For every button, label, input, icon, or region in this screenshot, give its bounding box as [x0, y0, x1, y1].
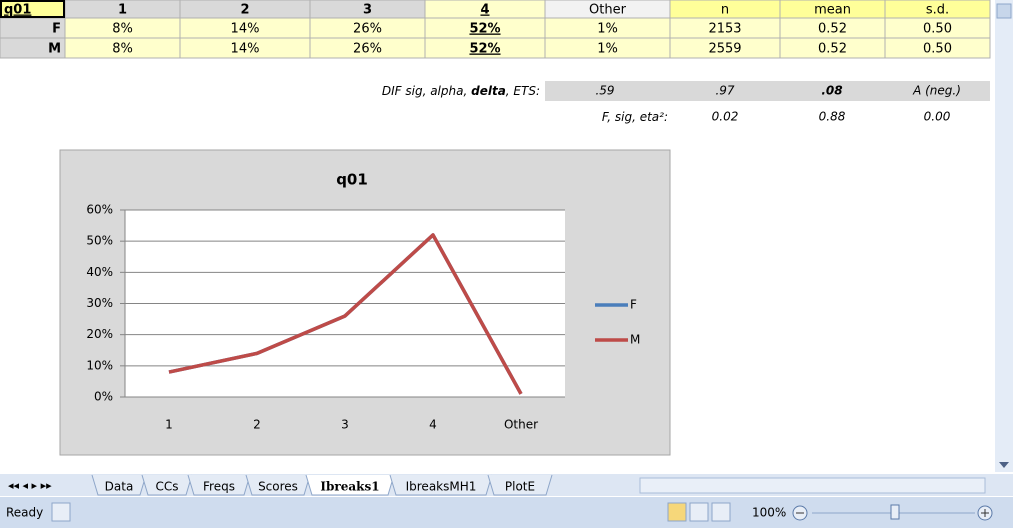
stats-label-part: , ETS: [506, 84, 540, 98]
table-value: 0.52 [818, 42, 847, 57]
tab-nav-buttons[interactable]: ◂◂ ◂ ▸ ▸▸ [8, 479, 52, 492]
stats-value: 0.88 [819, 110, 846, 124]
scroll-thumb[interactable] [996, 3, 1012, 19]
table-value: 14% [231, 42, 260, 57]
table-cell [884, 37, 991, 59]
table-value: 8% [112, 22, 133, 37]
stats-value: .59 [595, 84, 614, 98]
table-value: 2153 [708, 22, 741, 37]
stats-label: DIF sig, alpha, delta, ETS: [382, 84, 540, 98]
table-value: 2559 [708, 42, 741, 57]
x-tick-label: 2 [253, 418, 261, 432]
page-layout-button[interactable] [689, 502, 709, 522]
table-value: 0.50 [923, 22, 952, 37]
sheet-tab[interactable] [91, 474, 147, 496]
horizontal-scrollbar[interactable] [639, 477, 986, 494]
table-value: 52% [469, 42, 500, 57]
zoom-thumb[interactable] [890, 504, 900, 520]
column-header: n [721, 3, 729, 18]
column-header: s.d. [926, 3, 949, 18]
x-tick-label: 4 [429, 418, 437, 432]
column-header: Other [589, 3, 627, 18]
sheet-tab-label[interactable]: Ibreaks1 [320, 480, 379, 494]
stats-label: F, sig, eta²: [602, 110, 668, 124]
chart-title: q01 [336, 171, 368, 189]
table-value: 14% [231, 22, 260, 37]
page-break-button[interactable] [711, 502, 731, 522]
normal-view-button[interactable] [667, 502, 687, 522]
vertical-scrollbar[interactable] [995, 0, 1013, 472]
status-ready: Ready [6, 506, 43, 520]
column-header: 2 [240, 3, 249, 18]
table-value: 0.52 [818, 22, 847, 37]
y-tick-label: 10% [86, 358, 113, 372]
series-line [168, 233, 523, 395]
y-tick-label: 0% [94, 390, 113, 404]
y-tick-label: 50% [86, 234, 113, 248]
scroll-down-arrow[interactable] [999, 462, 1009, 468]
legend-label: M [630, 333, 640, 347]
y-tick-label: 40% [86, 265, 113, 279]
sheet-tab[interactable] [187, 474, 251, 496]
x-tick-label: 1 [165, 418, 173, 432]
table-value: 8% [112, 42, 133, 57]
sheet-tab-label[interactable]: IbreaksMH1 [406, 480, 477, 494]
stats-value: 0.00 [924, 110, 951, 124]
stats-label-part: delta [471, 84, 506, 98]
table-value: 1% [597, 42, 618, 57]
selected-cell [0, 0, 65, 18]
table-value: 52% [469, 22, 500, 37]
stats-shading [545, 81, 990, 101]
stats-value: .08 [821, 84, 842, 98]
table-value: 26% [353, 42, 382, 57]
zoom-in-icon [981, 509, 989, 517]
y-tick-label: 60% [86, 203, 113, 217]
column-header: 1 [118, 3, 127, 18]
sheet-tab-label[interactable]: PlotE [505, 480, 535, 494]
table-value: 1% [597, 22, 618, 37]
column-header: 4 [480, 3, 489, 18]
stats-label-part: F, sig, eta²: [602, 110, 668, 124]
sheet-tab[interactable] [305, 474, 395, 496]
stats-value: .97 [715, 84, 734, 98]
sheet-tab[interactable] [389, 474, 493, 496]
macro-record-icon[interactable] [51, 502, 71, 522]
legend-label: F [630, 298, 637, 312]
zoom-level[interactable]: 100% [752, 506, 786, 520]
sheet-tab[interactable] [245, 474, 311, 496]
table-value: F [52, 22, 61, 37]
sheet-tab-label[interactable]: Scores [258, 480, 298, 494]
stats-value: A (neg.) [912, 84, 961, 98]
column-header: mean [814, 3, 851, 18]
x-tick-label: 3 [341, 418, 349, 432]
sheet-tab[interactable] [487, 474, 553, 496]
table-value: 26% [353, 22, 382, 37]
stats-value: 0.02 [712, 110, 739, 124]
x-tick-label: Other [504, 418, 538, 432]
stats-label-part: DIF sig, alpha, [382, 84, 471, 98]
y-tick-label: 30% [86, 296, 113, 310]
sheet-tab[interactable] [141, 474, 193, 496]
sheet-tab-label[interactable]: CCs [155, 480, 178, 494]
sheet-tab-label[interactable]: Data [105, 480, 134, 494]
sheet-tab-label[interactable]: Freqs [203, 480, 235, 494]
y-tick-label: 20% [86, 327, 113, 341]
column-header: 3 [363, 3, 372, 18]
table-value: M [48, 42, 61, 57]
table-value: 0.50 [923, 42, 952, 57]
column-header: q01 [4, 3, 31, 18]
